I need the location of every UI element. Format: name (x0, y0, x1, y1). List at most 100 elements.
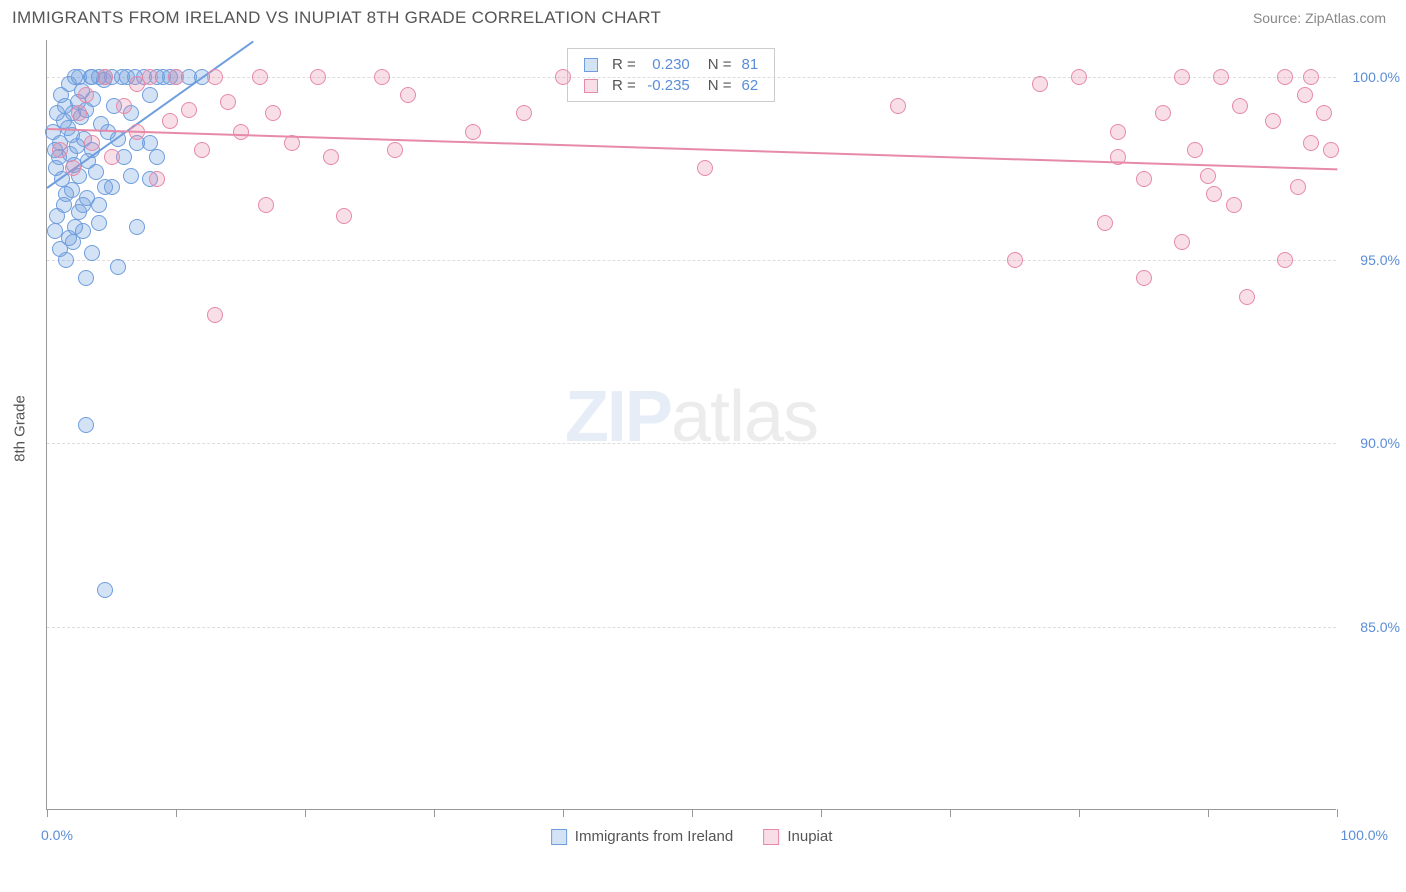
chart-plot-area: ZIPatlas 0.0% 100.0% R =0.230N =81R =-0.… (46, 40, 1336, 810)
y-axis-label: 100.0% (1353, 69, 1400, 85)
x-tick (47, 809, 48, 817)
data-point (336, 208, 352, 224)
x-axis-min-label: 0.0% (41, 827, 73, 843)
gridline (47, 443, 1336, 444)
data-point (1071, 69, 1087, 85)
data-point (1155, 105, 1171, 121)
gridline (47, 77, 1336, 78)
data-point (1265, 113, 1281, 129)
data-point (168, 69, 184, 85)
data-point (91, 215, 107, 231)
data-point (116, 98, 132, 114)
data-point (1206, 186, 1222, 202)
data-point (1007, 252, 1023, 268)
y-axis-title: 8th Grade (12, 395, 29, 462)
gridline (47, 627, 1336, 628)
data-point (1174, 69, 1190, 85)
data-point (78, 87, 94, 103)
data-point (555, 69, 571, 85)
data-point (1303, 69, 1319, 85)
x-tick (821, 809, 822, 817)
data-point (142, 87, 158, 103)
data-point (123, 168, 139, 184)
legend-swatch-ireland (551, 829, 567, 845)
x-tick (563, 809, 564, 817)
x-tick (1079, 809, 1080, 817)
data-point (52, 142, 68, 158)
legend-item-ireland: Immigrants from Ireland (551, 828, 734, 845)
data-point (516, 105, 532, 121)
data-point (1136, 171, 1152, 187)
data-point (181, 102, 197, 118)
data-point (97, 69, 113, 85)
data-point (1097, 215, 1113, 231)
data-point (323, 149, 339, 165)
x-tick (305, 809, 306, 817)
watermark: ZIPatlas (565, 375, 818, 457)
data-point (1232, 98, 1248, 114)
data-point (1136, 270, 1152, 286)
y-axis-label: 95.0% (1360, 252, 1400, 268)
data-point (65, 160, 81, 176)
correlation-stats-box: R =0.230N =81 R =-0.235N =62 (567, 48, 775, 102)
data-point (129, 219, 145, 235)
source-label: Source: ZipAtlas.com (1253, 10, 1386, 26)
data-point (149, 171, 165, 187)
data-point (88, 164, 104, 180)
data-point (310, 69, 326, 85)
data-point (1032, 76, 1048, 92)
x-tick (950, 809, 951, 817)
data-point (84, 245, 100, 261)
data-point (1110, 124, 1126, 140)
legend-label-ireland: Immigrants from Ireland (575, 828, 733, 845)
y-axis-label: 85.0% (1360, 619, 1400, 635)
data-point (697, 160, 713, 176)
legend: Immigrants from Ireland Inupiat (551, 828, 833, 845)
trend-line (47, 128, 1337, 170)
data-point (1316, 105, 1332, 121)
data-point (64, 182, 80, 198)
x-tick (176, 809, 177, 817)
data-point (142, 135, 158, 151)
legend-swatch-inupiat (763, 829, 779, 845)
data-point (194, 142, 210, 158)
gridline (47, 260, 1336, 261)
data-point (258, 197, 274, 213)
x-tick (434, 809, 435, 817)
data-point (91, 197, 107, 213)
x-tick (692, 809, 693, 817)
data-point (104, 179, 120, 195)
data-point (97, 582, 113, 598)
stat-row: R =0.230N =81 (580, 55, 762, 74)
y-axis-label: 90.0% (1360, 435, 1400, 451)
data-point (56, 197, 72, 213)
chart-title: IMMIGRANTS FROM IRELAND VS INUPIAT 8TH G… (12, 8, 661, 28)
data-point (1277, 252, 1293, 268)
data-point (252, 69, 268, 85)
data-point (1226, 197, 1242, 213)
data-point (1239, 289, 1255, 305)
legend-label-inupiat: Inupiat (787, 828, 832, 845)
data-point (110, 259, 126, 275)
data-point (890, 98, 906, 114)
data-point (387, 142, 403, 158)
data-point (400, 87, 416, 103)
data-point (1174, 234, 1190, 250)
data-point (1200, 168, 1216, 184)
data-point (67, 219, 83, 235)
x-axis-max-label: 100.0% (1341, 827, 1388, 843)
data-point (1303, 135, 1319, 151)
data-point (1187, 142, 1203, 158)
stat-row: R =-0.235N =62 (580, 76, 762, 95)
data-point (84, 135, 100, 151)
data-point (162, 113, 178, 129)
data-point (71, 105, 87, 121)
data-point (1213, 69, 1229, 85)
legend-item-inupiat: Inupiat (763, 828, 832, 845)
data-point (265, 105, 281, 121)
data-point (1297, 87, 1313, 103)
data-point (1290, 179, 1306, 195)
data-point (207, 69, 223, 85)
data-point (71, 204, 87, 220)
x-tick (1337, 809, 1338, 817)
